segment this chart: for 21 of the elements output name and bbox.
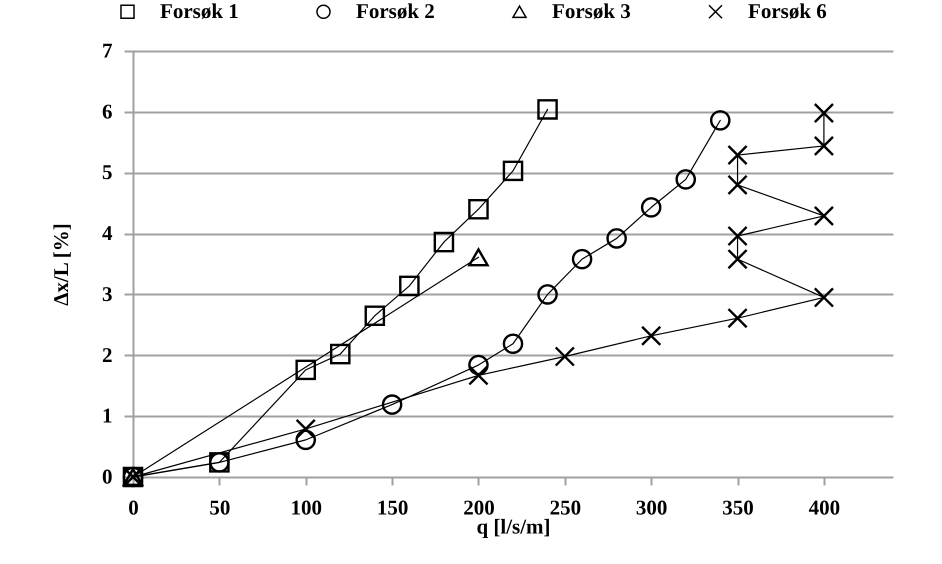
x-tick-label: 250 (550, 496, 582, 520)
legend-label: Forsøk 3 (552, 0, 631, 23)
y-tick-label: 0 (102, 464, 112, 488)
x-tick-label: 50 (209, 496, 230, 520)
y-tick-label: 1 (102, 404, 112, 428)
y-tick-label: 5 (102, 160, 112, 184)
x-tick-label: 150 (376, 496, 408, 520)
x-tick-label: 100 (290, 496, 322, 520)
y-tick-label: 2 (102, 342, 112, 367)
x-tick-label: 0 (128, 496, 139, 520)
x-tick-label: 350 (722, 496, 754, 520)
legend-label: Forsøk 2 (356, 0, 435, 23)
y-tick-label: 4 (102, 221, 113, 246)
y-tick-label: 7 (102, 38, 112, 62)
legend-label: Forsøk 1 (160, 0, 239, 23)
y-axis-title: Δx/L [%] (49, 223, 73, 306)
x-tick-label: 300 (636, 496, 668, 520)
legend-label: Forsøk 6 (748, 0, 827, 23)
y-tick-label: 6 (102, 99, 112, 124)
y-tick-label: 3 (102, 282, 112, 306)
x-tick-label: 400 (808, 496, 840, 520)
